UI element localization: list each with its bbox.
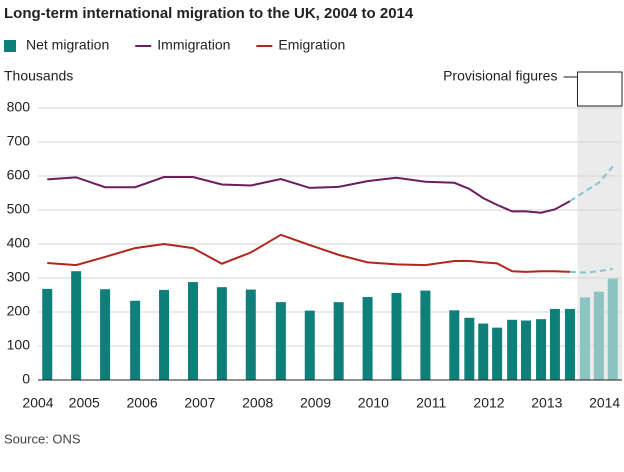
y-tick-label: 0 — [22, 371, 30, 387]
line — [47, 233, 571, 273]
bar — [275, 302, 286, 380]
bar — [492, 327, 503, 380]
x-tick-label: 2009 — [300, 395, 331, 411]
annotation: Provisional figures — [443, 68, 557, 84]
bar — [564, 308, 575, 380]
bar — [362, 297, 373, 380]
bar — [593, 291, 604, 380]
x-tick-label: 2013 — [531, 395, 562, 411]
y-tick-label: 800 — [7, 99, 31, 115]
legend-label: Net migration — [26, 37, 109, 53]
x-tick-label: 2007 — [184, 395, 215, 411]
bar — [187, 282, 198, 380]
chart-title: Long-term international migration to the… — [4, 5, 414, 22]
y-tick-label: 400 — [7, 235, 31, 251]
y-tick-label: 600 — [7, 167, 31, 183]
x-tick-label: 2014 — [589, 395, 620, 411]
bar — [216, 287, 227, 380]
x-tick-label: 2011 — [416, 395, 446, 411]
bar — [579, 297, 590, 380]
provisional-line — [569, 165, 614, 202]
x-tick-label: 2005 — [69, 395, 100, 411]
bar — [420, 290, 431, 380]
legend-swatch — [4, 40, 16, 52]
bar — [449, 310, 460, 380]
x-tick-label: 2010 — [358, 395, 389, 411]
bar — [100, 289, 111, 380]
bar — [159, 289, 170, 380]
x-tick-label: 2008 — [242, 395, 273, 411]
y-tick-label: 300 — [7, 269, 31, 285]
bar — [507, 319, 518, 380]
bar — [536, 319, 547, 380]
bar — [333, 302, 344, 380]
bar — [521, 320, 532, 380]
x-tick-label: 2004 — [22, 395, 53, 411]
y-tick-label: 500 — [7, 201, 31, 217]
y-tick-label: 700 — [7, 133, 31, 149]
bar — [478, 323, 489, 380]
bar — [304, 310, 315, 380]
bar — [464, 317, 475, 380]
bar — [71, 271, 82, 380]
provisional-line — [569, 267, 613, 274]
bar — [42, 288, 53, 380]
legend-label: Emigration — [278, 37, 345, 53]
x-tick-label: 2012 — [473, 395, 504, 411]
x-tick-label: 2006 — [127, 395, 158, 411]
source: Source: ONS — [4, 431, 81, 446]
legend-label: Immigration — [157, 37, 230, 53]
y-tick-label: 200 — [7, 303, 31, 319]
bar — [391, 292, 402, 380]
bar — [245, 289, 256, 380]
bar — [607, 278, 618, 380]
provisional-box — [576, 71, 623, 107]
bar — [549, 308, 560, 380]
bar — [130, 300, 141, 380]
y-axis-label: Thousands — [4, 68, 73, 84]
line — [47, 176, 571, 214]
y-tick-label: 100 — [7, 337, 31, 353]
